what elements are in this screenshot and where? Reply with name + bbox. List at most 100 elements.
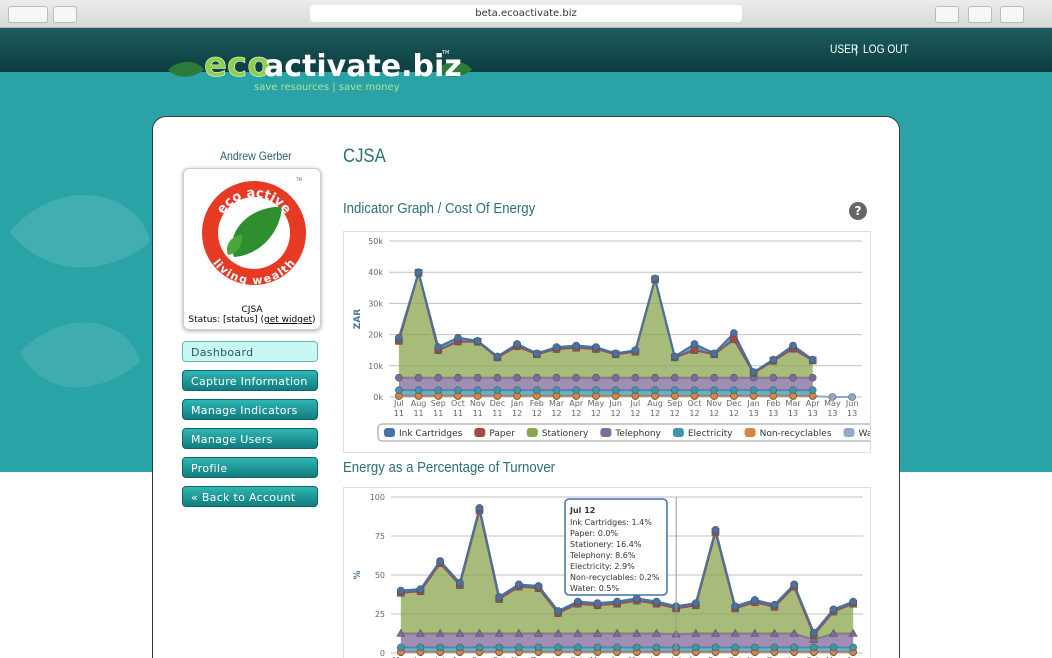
menu-item[interactable]: Profile	[182, 457, 318, 478]
tabs-button[interactable]	[968, 6, 992, 23]
menu-item[interactable]: « Back to Account	[182, 486, 318, 507]
nav-separator: |	[855, 42, 858, 56]
marker	[397, 586, 405, 595]
marker	[552, 343, 561, 351]
marker	[592, 386, 600, 394]
x-tick-label: Apr	[610, 656, 625, 658]
legend-item[interactable]: Ink Cartridges	[384, 428, 463, 439]
marker	[789, 373, 797, 382]
marker	[769, 373, 778, 382]
marker	[789, 628, 799, 637]
logo-tm: TM	[441, 50, 449, 56]
x-tick-label: 12	[670, 409, 680, 418]
marker	[495, 643, 503, 652]
marker	[808, 373, 817, 382]
marker	[592, 373, 600, 382]
x-tick-label: Sep	[708, 656, 723, 658]
x-tick-label: Mar	[549, 399, 565, 408]
marker	[692, 643, 700, 652]
x-tick-label: Aug	[452, 656, 468, 658]
x-tick-label: Nov	[470, 399, 486, 408]
marker	[515, 643, 523, 652]
downloads-button[interactable]	[1000, 6, 1024, 23]
x-tick-label: 13	[788, 409, 798, 418]
x-tick-label: Dec	[490, 399, 505, 408]
x-tick-label: Feb	[807, 656, 821, 658]
marker	[710, 386, 718, 394]
logout-link[interactable]: LOG OUT	[863, 42, 909, 56]
legend-label: Telephony	[614, 429, 661, 439]
menu-item[interactable]: Manage Users	[182, 428, 318, 449]
marker	[513, 386, 521, 394]
help-icon[interactable]: ?	[849, 202, 867, 220]
x-tick-label: 12	[689, 409, 699, 418]
marker	[475, 643, 484, 652]
legend-item[interactable]: Stationery	[526, 428, 589, 439]
marker	[593, 599, 602, 607]
logo[interactable]: eco activate.biz TM save resources | sav…	[160, 40, 480, 100]
y-tick-label: 0	[380, 649, 385, 658]
marker	[552, 386, 561, 394]
widget-link[interactable]: get widget	[264, 315, 313, 325]
legend-swatch	[526, 428, 538, 437]
marker	[828, 628, 839, 637]
legend-item[interactable]: Non-recyclables	[744, 428, 832, 439]
marker	[554, 643, 562, 652]
x-tick-label: Dec	[726, 399, 741, 408]
marker	[612, 628, 622, 637]
user-link[interactable]: USER	[830, 42, 859, 56]
x-tick-label: Apr	[846, 656, 861, 658]
x-tick-label: 13	[847, 409, 857, 418]
marker	[789, 386, 797, 394]
area	[398, 390, 813, 396]
marker	[633, 594, 641, 603]
marker	[416, 585, 425, 593]
menu-item[interactable]: Manage Indicators	[182, 399, 318, 420]
marker	[810, 643, 818, 652]
areas	[397, 268, 853, 398]
marker	[533, 628, 544, 637]
marker	[494, 628, 504, 637]
marker	[769, 628, 780, 637]
marker	[789, 341, 797, 350]
menu-item[interactable]: Dashboard	[182, 341, 318, 362]
marker	[651, 628, 662, 637]
legend-item[interactable]: Paper	[474, 428, 515, 439]
x-tick-label: Nov	[706, 399, 722, 408]
address-bar[interactable]: beta.ecoactivate.biz	[310, 5, 742, 22]
marker	[611, 386, 620, 394]
share-button[interactable]	[935, 6, 959, 23]
legend-item[interactable]: Telephony	[600, 428, 662, 439]
badge-tm: TM	[295, 177, 302, 182]
marker	[611, 349, 620, 358]
marker	[711, 643, 720, 652]
sidebar-button[interactable]	[53, 6, 77, 23]
x-tick-label: 13	[808, 409, 818, 418]
chart-box: 0255075100%MayJunJulAugSepOctNovDecJanFe…	[343, 487, 871, 658]
markers	[396, 504, 858, 657]
marker	[670, 373, 679, 382]
x-tick-label: Apr	[569, 399, 584, 408]
y-tick-label: 100	[370, 493, 385, 502]
legend-label: Electricity	[688, 429, 733, 439]
x-tick-label: Jun	[608, 399, 622, 408]
browser-toolbar: beta.ecoactivate.biz	[0, 0, 1052, 28]
marker	[631, 346, 640, 354]
marker	[572, 373, 581, 382]
nav-buttons[interactable]	[8, 6, 48, 23]
marker	[829, 643, 838, 652]
chart: 0255075100%MayJunJulAugSepOctNovDecJanFe…	[353, 493, 863, 658]
legend-item[interactable]: Electricity	[672, 428, 733, 439]
marker	[572, 341, 581, 350]
marker	[632, 628, 642, 637]
x-tick-label: Aug	[411, 399, 427, 408]
x-tick-label: Jul	[434, 656, 445, 658]
y-axis-title: %	[353, 570, 363, 579]
marker	[436, 643, 444, 652]
legend-label: Paper	[489, 429, 515, 439]
menu-item[interactable]: Capture Information	[182, 370, 318, 391]
marker	[574, 643, 582, 652]
x-tick-label: May	[629, 656, 646, 658]
badge: eco active living wealth TM	[202, 177, 306, 287]
x-tick-label: Feb	[571, 656, 585, 658]
